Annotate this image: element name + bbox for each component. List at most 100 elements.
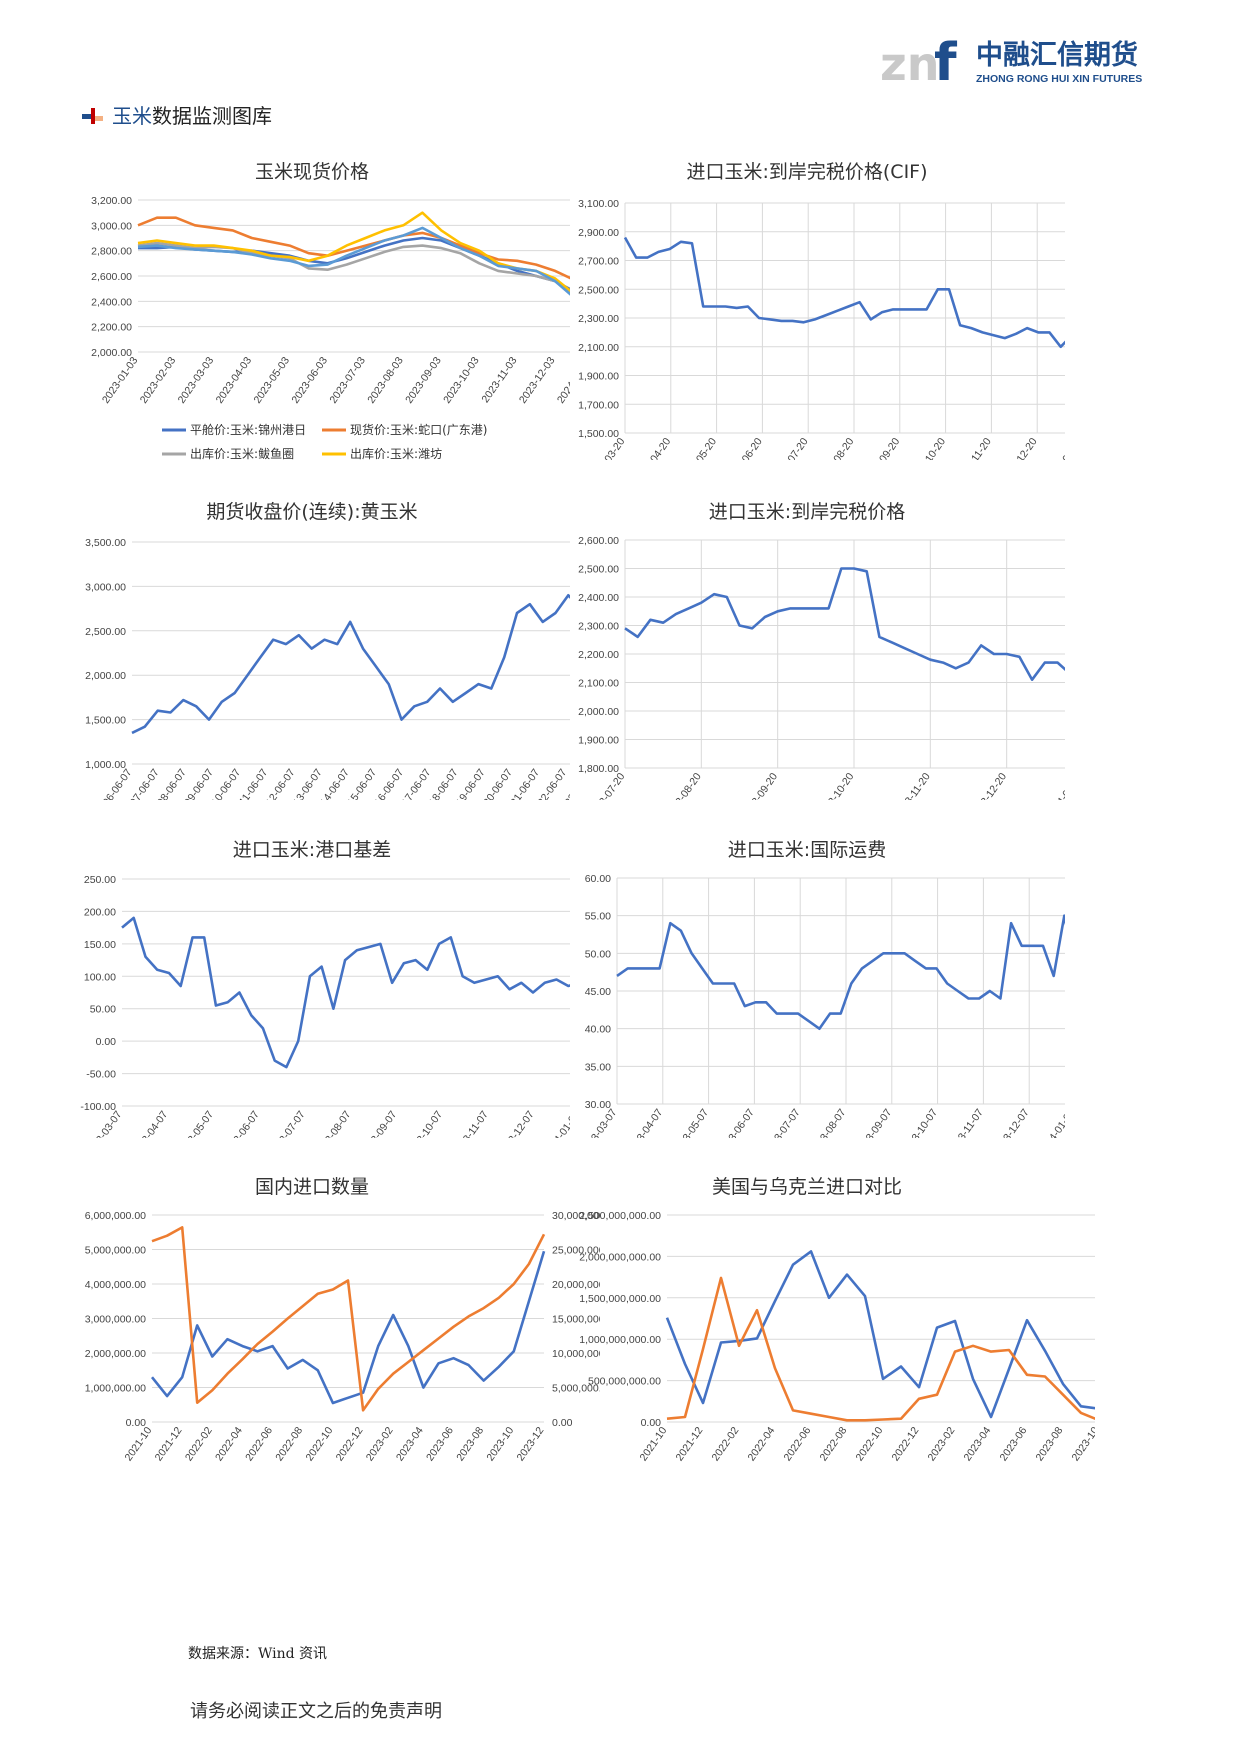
x-tick-label: 2022-02 [183,1425,215,1464]
x-tick-label: 2023-04 [394,1425,426,1464]
x-tick-label: 2023-11-20 [893,771,933,800]
x-tick-label: 2023-02 [364,1425,396,1464]
series-line [665,1250,1095,1419]
section-title-accent: 玉米 [112,104,152,128]
x-tick-label: 2023-10 [484,1425,516,1464]
y-tick-label: 1,000.00 [85,759,126,771]
x-tick-label: 2023-08-07 [808,1107,849,1138]
x-tick-label: 2024-01-20 [1045,436,1065,460]
y-tick-label: 3,000.00 [85,581,126,593]
x-tick-label: 2023-05-20 [678,436,719,460]
x-tick-label: 2023-03-07 [579,1107,620,1138]
y-tick-label: 2,600.00 [578,535,619,547]
chart-title: 美国与乌克兰进口对比 [712,1176,902,1198]
x-tick-label: 2023-09-07 [359,1109,400,1138]
x-tick-label: 2023-08-20 [663,771,704,800]
legend-label: 现货价:玉米:蛇口(广东港) [350,422,487,437]
chart-title: 进口玉米:港口基差 [233,839,391,861]
disclaimer-footer: 请务必阅读正文之后的免责声明 [190,1701,442,1722]
y2-tick-label: 20,000,000.00 [552,1279,600,1291]
x-tick-label: 2023-10 [1070,1425,1095,1464]
series-line [624,567,1065,681]
chart-import-volume: 国内进口数量 6,000,000.00 5,000,000.00 4,000,000.… [85,1176,600,1464]
y-tick-label: 3,200.00 [91,195,132,207]
logo-mark-zn: zn [880,37,940,91]
x-tick-label: 2023-08-07 [313,1109,354,1138]
y-tick-label: 1,500.00 [85,715,126,727]
x-tick-label: 2023-07-20 [770,436,811,460]
x-tick-label: 2023-07-20 [587,771,628,800]
x-tick-label: 2023-08 [454,1425,486,1464]
section-title: 玉米数据监测图库 [112,100,272,129]
logo-cn: 中融汇信期货 [976,39,1138,71]
chart-futures-close: 期货收盘价(连续):黄玉米 3,500.00 3,000.00 2,500.00 2,0… [85,501,570,800]
y-tick-label: 2,500.00 [578,564,619,576]
x-tick-label: 2024-01-20 [1045,771,1065,800]
x-tick-label: 2023-05-07 [670,1107,711,1138]
x-tick-label: 2023-06 [424,1425,456,1464]
series-line [623,236,1065,349]
y-tick-label: 0.00 [96,1036,117,1048]
y-tick-label: 2,300.00 [578,313,619,325]
x-tick-label: 2022-12 [334,1425,366,1464]
x-tick-label: 2022-08 [818,1425,850,1464]
x-tick-label: 2023-03-07 [84,1109,125,1138]
x-tick-label: 2023-12-07 [991,1107,1032,1138]
x-tick-label: 2022-04 [746,1425,778,1464]
company-logo: zn f 中融汇信期货 ZHONG RONG HUI XIN FUTURES [880,33,1142,93]
x-tick-label: 2023-04-07 [625,1107,666,1138]
y-tick-label: 2,100.00 [578,678,619,690]
x-tick-label: 2022-06 [782,1425,814,1464]
chart-title: 进口玉米:到岸完税价格(CIF) [686,161,927,183]
x-tick-label: 2021-12 [674,1425,706,1464]
y-tick-label: 4,000,000.00 [85,1279,146,1291]
y-tick-label: 150.00 [84,939,116,951]
x-tick-label: 2023-06-07 [716,1107,757,1138]
x-tick-label: 2021-10 [638,1425,670,1464]
x-tick-label: 2022-04 [213,1425,245,1464]
y-tick-label: 50.00 [585,948,611,960]
series-line [616,914,1065,1030]
data-source: 数据来源：Wind 资讯 [188,1646,328,1662]
x-tick-label: 2023-12 [515,1425,547,1464]
y-tick-label: 2,600.00 [91,271,132,283]
series-line [150,1250,546,1405]
y-tick-label: 250.00 [84,874,116,886]
x-tick-label: 2023-07-07 [762,1107,803,1138]
x-tick-label: 2023-02 [926,1425,958,1464]
x-tick-label: 2023-05-03 [251,355,292,406]
y-tick-label: 2,400.00 [578,592,619,604]
y-tick-label: 3,100.00 [578,198,619,210]
x-tick-label: 2023-11-07 [451,1109,491,1138]
legend-label: 出库价:玉米:潍坊 [350,446,442,460]
y-tick-label: 2,100.00 [578,342,619,354]
chart-title: 国内进口数量 [255,1176,369,1198]
y-tick-label: 2,200.00 [91,322,132,334]
logo-en: ZHONG RONG HUI XIN FUTURES [976,73,1142,85]
x-tick-label: 2023-11-03 [479,355,519,405]
x-tick-label: 2023-07-03 [327,355,368,406]
y-tick-label: 2,500,000,000.00 [579,1210,661,1222]
x-tick-label: 2023-02-03 [138,355,179,406]
y-tick-label: 200.00 [84,906,116,918]
series-line [121,916,570,1069]
y-tick-label: 35.00 [585,1061,611,1073]
y-tick-label: 3,000,000.00 [85,1314,146,1326]
x-tick-label: 2023-11-20 [954,436,994,460]
y-tick-label: 1,000,000,000.00 [579,1334,661,1346]
x-tick-label: 2022-10 [854,1425,886,1464]
y-tick-label: -100.00 [80,1101,116,1113]
legend-label: 出库价:玉米:鲅鱼圈 [190,446,294,460]
y-tick-label: 2,000.00 [85,670,126,682]
y-tick-label: 0.00 [126,1417,147,1429]
x-tick-label: 2023-10-20 [816,771,857,800]
x-tick-label: 2023-04 [962,1425,994,1464]
y-tick-label: 1,700.00 [578,399,619,411]
y-tick-label: 2,200.00 [578,649,619,661]
y-tick-label: 6,000,000.00 [85,1210,146,1222]
legend-label: 平舱价:玉米:锦州港日 [190,423,306,437]
chart-title: 进口玉米:国际运费 [728,839,886,861]
series-line [666,1276,1095,1422]
y-tick-label: 2,000,000.00 [85,1348,146,1360]
logo-mark-f: f [934,33,958,93]
